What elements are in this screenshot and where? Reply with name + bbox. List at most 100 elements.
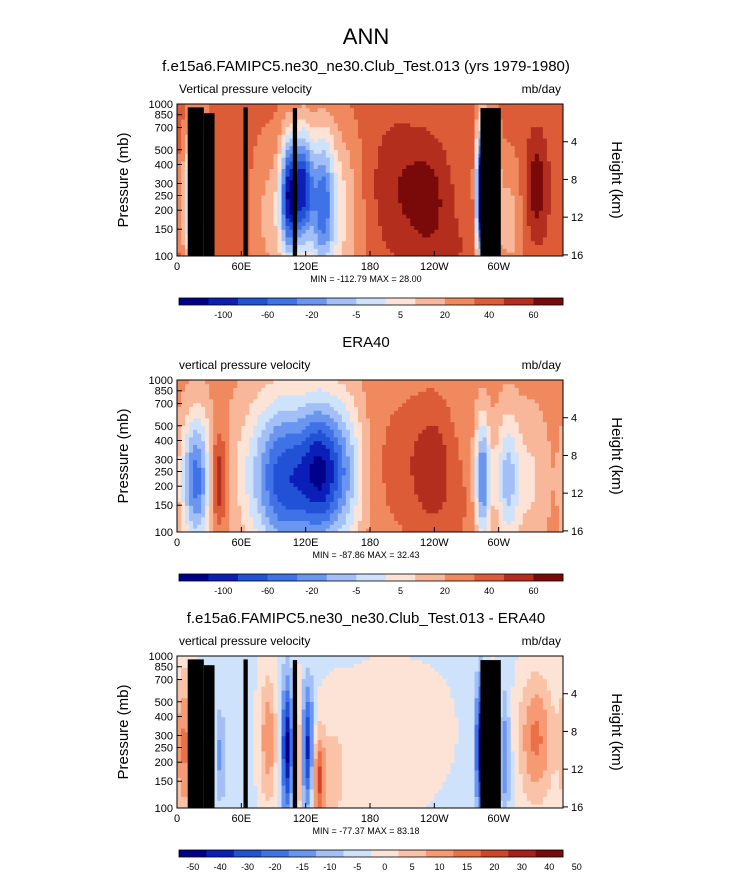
heatmap-cell xyxy=(518,252,524,257)
heatmap-cell xyxy=(329,134,335,139)
heatmap-cell xyxy=(550,168,556,173)
heatmap-cell xyxy=(253,418,258,423)
heatmap-cell xyxy=(361,229,367,234)
heatmap-cell xyxy=(514,130,520,135)
heatmap-cell xyxy=(233,214,238,219)
heatmap-cell xyxy=(185,482,190,487)
heatmap-cell xyxy=(422,111,427,116)
heatmap-cell xyxy=(426,199,431,204)
heatmap-cell xyxy=(177,467,182,472)
heatmap-cell xyxy=(506,187,512,192)
heatmap-cell xyxy=(233,199,238,204)
heatmap-cell xyxy=(370,104,375,109)
heatmap-cell xyxy=(181,187,186,192)
heatmap-cell xyxy=(357,214,363,219)
heatmap-cell xyxy=(233,478,238,483)
heatmap-cell xyxy=(269,123,274,128)
heatmap-cell xyxy=(321,115,327,120)
heatmap-cell xyxy=(498,187,504,192)
heatmap-cell xyxy=(273,138,278,143)
heatmap-cell xyxy=(177,199,182,204)
heatmap-cell xyxy=(526,153,532,158)
heatmap-cell xyxy=(402,142,407,147)
heatmap-cell xyxy=(510,229,516,234)
heatmap-cell xyxy=(237,433,242,438)
heatmap-cell xyxy=(386,233,391,238)
heatmap-cell xyxy=(181,520,186,525)
heatmap-cell xyxy=(506,119,512,124)
heatmap-cell xyxy=(345,199,351,204)
heatmap-cell xyxy=(394,111,399,116)
heatmap-cell xyxy=(185,421,190,426)
heatmap-cell xyxy=(430,221,435,226)
heatmap-cell xyxy=(237,440,242,445)
heatmap-cell xyxy=(265,134,270,139)
colorbar-frame xyxy=(178,297,564,306)
heatmap-cell xyxy=(454,183,459,188)
heatmap-cell xyxy=(269,176,274,181)
heatmap-cell xyxy=(390,168,395,173)
heatmap-cell xyxy=(454,104,459,109)
heatmap-cell xyxy=(177,123,182,128)
heatmap-cell xyxy=(245,471,250,476)
heatmap-cell xyxy=(510,252,516,257)
heatmap-cell xyxy=(229,437,234,442)
y-tick-label: 200 xyxy=(155,205,173,217)
heatmap-cell xyxy=(534,225,540,230)
heatmap-cell xyxy=(177,391,182,396)
heatmap-cell xyxy=(414,180,419,185)
heatmap-cell xyxy=(434,153,439,158)
heatmap-cell xyxy=(301,145,307,150)
heatmap-cell xyxy=(209,497,214,502)
heatmap-cell xyxy=(514,240,520,245)
heatmap-cell xyxy=(422,172,427,177)
heatmap-cell xyxy=(422,202,427,207)
heatmap-cell xyxy=(193,104,198,109)
heatmap-cell xyxy=(333,157,339,162)
heatmap-cell xyxy=(233,111,238,116)
heatmap-cell xyxy=(233,202,238,207)
heatmap-cell xyxy=(265,486,270,491)
heatmap-cell xyxy=(370,134,375,139)
heatmap-cell xyxy=(390,134,395,139)
heatmap-cell xyxy=(470,153,475,158)
heatmap-cell xyxy=(466,107,471,112)
heatmap-cell xyxy=(345,183,351,188)
heatmap-cell xyxy=(269,429,274,434)
heatmap-cell xyxy=(410,218,415,223)
heatmap-cell xyxy=(233,444,238,449)
heatmap-cell xyxy=(542,126,548,131)
heatmap-cell xyxy=(181,505,186,510)
heatmap-cell xyxy=(470,187,475,192)
heatmap-cell xyxy=(450,199,455,204)
heatmap-cell xyxy=(382,187,387,192)
heatmap-cell xyxy=(317,248,323,253)
x-tick-label: 60E xyxy=(232,261,252,273)
heatmap-cell xyxy=(277,111,282,116)
heatmap-cell xyxy=(542,149,548,154)
heatmap-cell xyxy=(249,467,254,472)
heatmap-cell xyxy=(225,440,230,445)
heatmap-cell xyxy=(333,191,339,196)
heatmap-cell xyxy=(414,138,419,143)
heatmap-cell xyxy=(530,221,536,226)
heatmap-cell xyxy=(450,233,455,238)
heatmap-cell xyxy=(229,501,234,506)
heatmap-cell xyxy=(458,138,463,143)
heatmap-cell xyxy=(462,195,467,200)
heatmap-cell xyxy=(382,180,387,185)
heatmap-cell xyxy=(217,395,222,400)
heatmap-cell xyxy=(285,244,290,249)
heatmap-cell xyxy=(378,183,383,188)
heatmap-cell xyxy=(205,383,210,388)
heatmap-cell xyxy=(249,183,254,188)
heatmap-cell xyxy=(241,421,246,426)
heatmap-cell xyxy=(181,410,186,415)
heatmap-cell xyxy=(277,444,282,449)
heatmap-cell xyxy=(386,145,391,150)
heatmap-cell xyxy=(265,471,270,476)
heatmap-cell xyxy=(458,233,463,238)
heatmap-cell xyxy=(229,490,234,495)
heatmap-cell xyxy=(370,240,375,245)
heatmap-cell xyxy=(317,149,323,154)
